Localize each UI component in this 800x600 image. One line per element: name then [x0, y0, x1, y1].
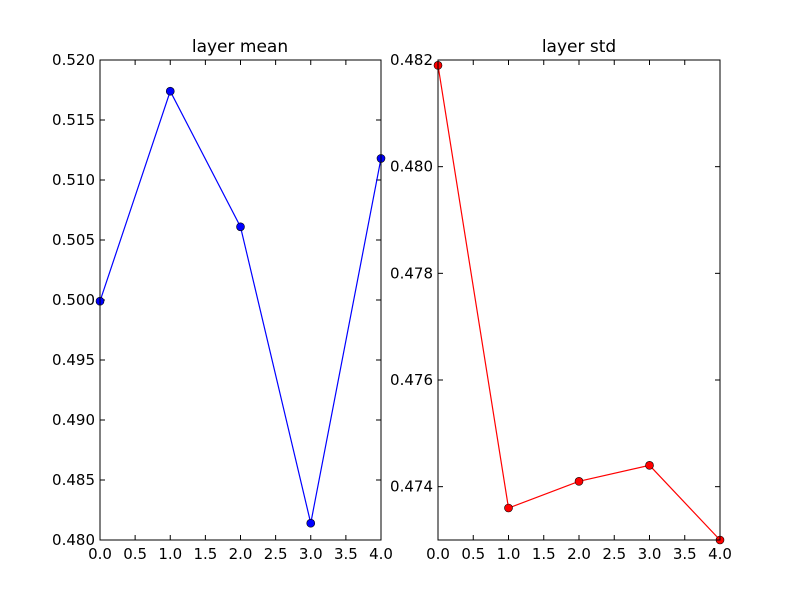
- plot-frame: [99, 59, 382, 541]
- y-tick-label: 0.510: [52, 171, 95, 189]
- x-tick-label: 3.5: [673, 545, 697, 563]
- y-tick-label: 0.520: [52, 51, 95, 69]
- y-tick-label: 0.490: [52, 411, 95, 429]
- plot-marks: 0.0 0.5 1.0 1.5 2.0 2.5 3.0 3.5 4.0 0.474 0.476 0.4…: [390, 51, 732, 563]
- plot-frame: [437, 59, 721, 541]
- subplot-layer-std: layer std 0.0 0.5 1.0 1.5 2.0 2.5 3.0 3.5 4.0 0.4…: [390, 37, 732, 563]
- x-tick-label: 0.5: [461, 545, 485, 563]
- x-tick-label: 1.0: [158, 545, 182, 563]
- x-tick-label: 1.5: [532, 545, 556, 563]
- y-tick-label: 0.474: [390, 478, 433, 496]
- data-point: [306, 518, 316, 528]
- y-tick-label: 0.480: [390, 158, 433, 176]
- x-tick-label: 0.0: [426, 545, 450, 563]
- x-tick-label: 2.5: [602, 545, 626, 563]
- x-tick-label: 0.5: [123, 545, 147, 563]
- y-tick-label: 0.480: [52, 531, 95, 549]
- y-tick-label: 0.500: [52, 291, 95, 309]
- y-tick-label: 0.482: [390, 51, 433, 69]
- x-tick-label: 2.0: [229, 545, 253, 563]
- subplot-layer-mean: layer mean 0.0 0.5 1.0 1.5 2.0 2.5 3.0 3.5 4.00.…: [52, 37, 393, 563]
- x-tick-label: 0.0: [88, 545, 112, 563]
- data-point: [574, 477, 584, 486]
- data-point: [236, 222, 245, 232]
- y-tick-label: 0.515: [52, 111, 95, 129]
- x-tick-label: 2.0: [567, 545, 591, 563]
- chart-title: layer mean: [192, 37, 288, 57]
- x-tick-label: 1.5: [193, 545, 217, 563]
- y-tick-label: 0.478: [390, 264, 433, 282]
- data-point: [165, 86, 175, 96]
- x-tick-label: 1.0: [497, 545, 521, 563]
- chart-title: layer std: [542, 37, 616, 57]
- x-tick-label: 4.0: [369, 545, 393, 563]
- x-tick-label: 3.5: [334, 545, 358, 563]
- y-tick-label: 0.505: [52, 231, 95, 249]
- x-tick-label: 3.0: [299, 545, 323, 563]
- data-point: [504, 503, 513, 513]
- y-tick-label: 0.476: [390, 371, 433, 389]
- x-tick-label: 4.0: [708, 545, 732, 563]
- x-tick-label: 2.5: [264, 545, 288, 563]
- y-tick-label: 0.495: [52, 351, 95, 369]
- y-tick-label: 0.485: [52, 471, 95, 489]
- x-tick-label: 3.0: [638, 545, 662, 563]
- data-point: [645, 461, 654, 470]
- plot-marks: 0.0 0.5 1.0 1.5 2.0 2.5 3.0 3.5 4.0 0.480 0.485 0.4…: [52, 51, 393, 563]
